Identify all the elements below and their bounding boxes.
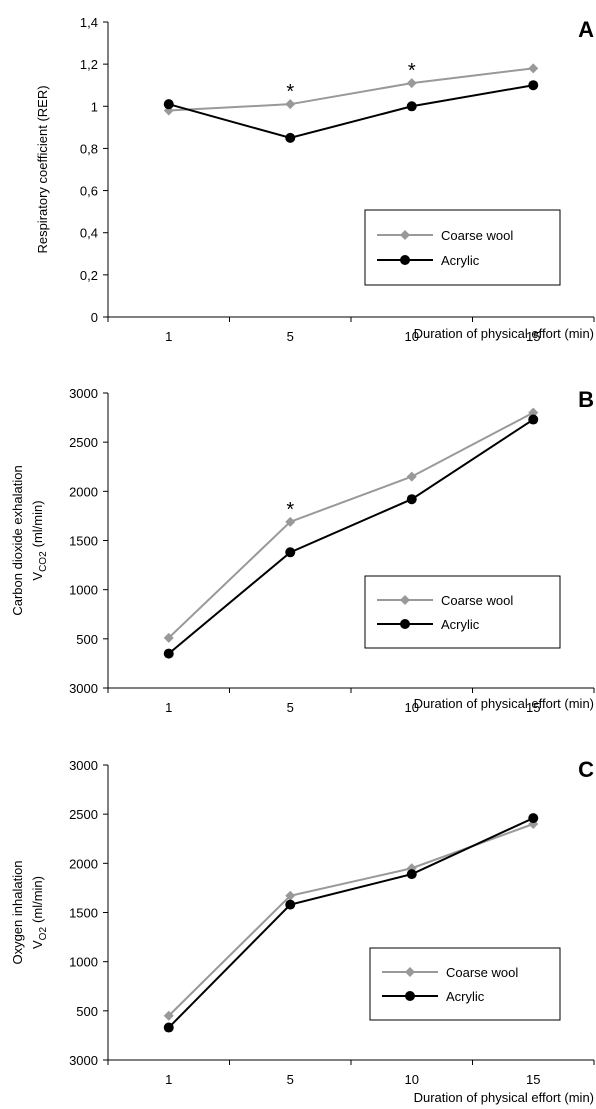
x-tick-label: 5 — [287, 329, 294, 344]
x-tick-label: 10 — [405, 329, 419, 344]
y-tick-label: 1000 — [69, 583, 98, 598]
y-axis-label-2: VCO2 (ml/min) — [30, 500, 49, 580]
x-tick-label: 10 — [405, 1072, 419, 1087]
marker — [400, 230, 410, 240]
y-tick-label: 3000 — [69, 758, 98, 773]
series-line — [168, 411, 534, 639]
marker — [528, 813, 539, 824]
legend-label: Coarse wool — [441, 593, 513, 608]
series-line — [168, 84, 534, 139]
significance-mark: * — [286, 81, 294, 103]
marker — [406, 869, 417, 880]
marker — [406, 494, 417, 505]
legend-label: Acrylic — [441, 617, 480, 632]
x-axis-label: Duration of physical effort (min) — [414, 1090, 594, 1105]
y-tick-label: 2000 — [69, 856, 98, 871]
y-tick-label: 3000 — [69, 386, 98, 401]
legend-label: Acrylic — [446, 989, 485, 1004]
marker — [285, 99, 296, 110]
series-line — [168, 418, 534, 655]
y-tick-label: 500 — [76, 632, 98, 647]
marker — [285, 547, 296, 558]
marker — [285, 516, 296, 527]
y-tick-label: 1,4 — [80, 15, 98, 30]
marker — [400, 595, 410, 605]
legend-box — [369, 947, 561, 1021]
y-tick-label: 3000 — [69, 1053, 98, 1068]
y-tick-label: 1 — [91, 99, 98, 114]
symbol: V — [30, 572, 45, 581]
legend-label: Coarse wool — [446, 965, 518, 980]
marker — [163, 648, 174, 659]
significance-mark: * — [408, 60, 416, 82]
marker — [400, 255, 410, 265]
marker — [528, 63, 539, 74]
x-tick-label: 15 — [526, 700, 540, 715]
marker — [406, 471, 417, 482]
y-tick-label: 1500 — [69, 534, 98, 549]
y-tick-label: 0,8 — [80, 141, 98, 156]
y-tick-label: 0,4 — [80, 226, 98, 241]
series-line — [168, 817, 534, 1029]
y-tick-label: 2500 — [69, 435, 98, 450]
y-tick-label: 1,2 — [80, 57, 98, 72]
marker — [163, 632, 174, 643]
marker — [528, 414, 539, 425]
series-line — [168, 67, 534, 112]
marker — [405, 991, 415, 1001]
symbol: V — [30, 940, 45, 949]
marker — [406, 78, 417, 89]
y-tick-label: 0,6 — [80, 184, 98, 199]
x-tick-label: 15 — [526, 1072, 540, 1087]
unit: (ml/min) — [30, 876, 45, 923]
x-tick-label: 5 — [287, 700, 294, 715]
significance-mark: * — [286, 499, 294, 521]
marker — [285, 132, 296, 143]
marker — [528, 80, 539, 91]
y-tick-label: 1500 — [69, 906, 98, 921]
legend-label: Acrylic — [441, 253, 480, 268]
y-tick-label: 1000 — [69, 955, 98, 970]
y-axis-label-2: VO2 (ml/min) — [30, 876, 49, 949]
y-tick-label: 500 — [76, 1004, 98, 1019]
marker — [163, 1022, 174, 1033]
subscript: CO2 — [38, 551, 49, 572]
x-axis-label: Duration of physical effort (min) — [414, 696, 594, 711]
x-tick-label: 15 — [526, 329, 540, 344]
y-axis-label: Respiratory coefficient (RER) — [35, 85, 50, 253]
marker — [406, 101, 417, 112]
unit: (ml/min) — [30, 500, 45, 547]
x-tick-label: 1 — [165, 700, 172, 715]
y-tick-label: 0,2 — [80, 268, 98, 283]
panel-label: B — [578, 387, 594, 412]
panel-label: A — [578, 17, 594, 42]
y-tick-label: 3000 — [69, 681, 98, 696]
marker — [163, 1010, 174, 1021]
marker — [528, 407, 539, 418]
marker — [285, 899, 296, 910]
x-tick-label: 1 — [165, 1072, 172, 1087]
y-tick-label: 2000 — [69, 484, 98, 499]
panel-label: C — [578, 757, 594, 782]
y-axis-label: Carbon dioxide exhalation — [10, 465, 25, 615]
y-tick-label: 2500 — [69, 807, 98, 822]
marker — [163, 99, 174, 110]
marker — [285, 890, 296, 901]
x-tick-label: 5 — [287, 1072, 294, 1087]
x-tick-label: 1 — [165, 329, 172, 344]
x-axis-label: Duration of physical effort (min) — [414, 326, 594, 341]
marker — [405, 967, 415, 977]
legend-label: Coarse wool — [441, 228, 513, 243]
marker — [400, 619, 410, 629]
subscript: O2 — [38, 927, 49, 941]
y-tick-label: 0 — [91, 310, 98, 325]
legend-box — [364, 209, 561, 286]
legend-box — [364, 575, 561, 649]
y-axis-label: Oxygen inhalation — [10, 860, 25, 964]
x-tick-label: 10 — [405, 700, 419, 715]
